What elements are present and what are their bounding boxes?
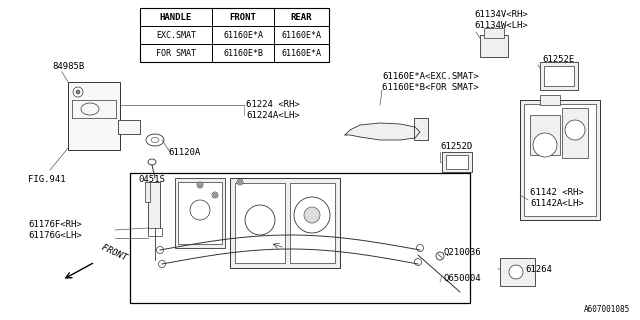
Bar: [524, 104, 596, 216]
Bar: [442, 152, 472, 172]
Text: 61224A<LH>: 61224A<LH>: [246, 111, 300, 120]
Bar: [148, 228, 162, 236]
Text: EXC.SMAT: EXC.SMAT: [156, 30, 196, 39]
Bar: [178, 182, 222, 244]
Bar: [175, 178, 225, 248]
Bar: [414, 118, 428, 140]
Circle shape: [198, 183, 202, 187]
Circle shape: [304, 207, 320, 223]
Text: 61160E*B: 61160E*B: [223, 49, 263, 58]
Text: 61160E*A: 61160E*A: [282, 49, 321, 58]
Bar: [148, 182, 160, 232]
Circle shape: [190, 200, 210, 220]
Text: FRONT: FRONT: [95, 240, 128, 262]
Polygon shape: [345, 123, 420, 140]
Circle shape: [533, 133, 557, 157]
Circle shape: [76, 90, 80, 94]
Circle shape: [212, 192, 218, 198]
Bar: [140, 8, 329, 62]
Bar: [230, 178, 340, 268]
Text: 0451S: 0451S: [138, 175, 165, 184]
Text: 61120A: 61120A: [168, 148, 200, 157]
Text: Q210036: Q210036: [443, 248, 481, 257]
Bar: [530, 115, 560, 155]
Bar: [484, 28, 504, 38]
Ellipse shape: [146, 134, 164, 146]
Circle shape: [245, 205, 275, 235]
Ellipse shape: [148, 159, 156, 165]
Circle shape: [237, 179, 243, 185]
Bar: [500, 258, 535, 286]
Text: 61160E*A: 61160E*A: [282, 30, 321, 39]
Circle shape: [415, 259, 422, 266]
Text: 61252E: 61252E: [542, 55, 574, 64]
Bar: [118, 120, 140, 134]
Bar: [562, 108, 588, 158]
Circle shape: [73, 87, 83, 97]
Text: 84985B: 84985B: [52, 62, 84, 71]
Ellipse shape: [81, 103, 99, 115]
Text: A607001085: A607001085: [584, 305, 630, 314]
Text: 61176F<RH>: 61176F<RH>: [28, 220, 82, 229]
Text: REAR: REAR: [291, 12, 312, 21]
Text: 61134V<RH>: 61134V<RH>: [474, 10, 528, 19]
Circle shape: [157, 246, 163, 253]
Text: Q650004: Q650004: [443, 274, 481, 283]
Bar: [130, 173, 470, 303]
Bar: [540, 95, 560, 105]
Text: FOR SMAT: FOR SMAT: [156, 49, 196, 58]
Bar: [235, 183, 285, 263]
Text: 61264: 61264: [525, 265, 552, 274]
Text: 61252D: 61252D: [440, 142, 472, 151]
Text: 61142 <RH>: 61142 <RH>: [530, 188, 584, 197]
Bar: [544, 66, 574, 86]
Text: 61176G<LH>: 61176G<LH>: [28, 231, 82, 240]
Circle shape: [294, 197, 330, 233]
Text: 61160E*A: 61160E*A: [223, 30, 263, 39]
Circle shape: [239, 180, 241, 183]
Bar: [145, 182, 150, 202]
Text: HANDLE: HANDLE: [160, 12, 192, 21]
FancyBboxPatch shape: [68, 82, 120, 150]
Circle shape: [214, 194, 216, 196]
Bar: [480, 35, 508, 57]
Bar: [290, 183, 335, 263]
Ellipse shape: [151, 138, 159, 142]
Circle shape: [436, 252, 444, 260]
Text: 61160E*A<EXC.SMAT>: 61160E*A<EXC.SMAT>: [382, 72, 479, 81]
Circle shape: [417, 244, 424, 252]
Text: FIG.941: FIG.941: [28, 175, 66, 184]
Bar: [540, 62, 578, 90]
Bar: [520, 100, 600, 220]
Text: FRONT: FRONT: [230, 12, 257, 21]
Bar: [446, 155, 468, 169]
Circle shape: [197, 182, 203, 188]
Text: 61160E*B<FOR SMAT>: 61160E*B<FOR SMAT>: [382, 83, 479, 92]
Circle shape: [565, 120, 585, 140]
Circle shape: [509, 265, 523, 279]
Text: 61134W<LH>: 61134W<LH>: [474, 21, 528, 30]
Circle shape: [159, 260, 166, 268]
Text: 61224 <RH>: 61224 <RH>: [246, 100, 300, 109]
Text: 61142A<LH>: 61142A<LH>: [530, 199, 584, 208]
